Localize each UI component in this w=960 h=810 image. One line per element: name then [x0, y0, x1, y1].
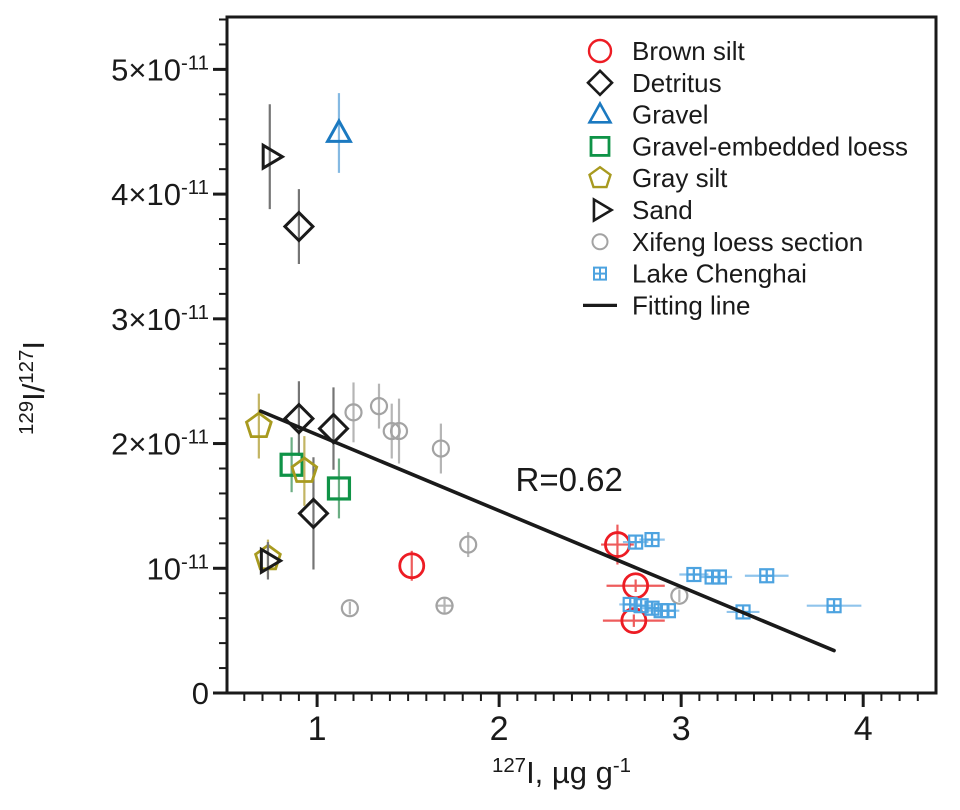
legend: Brown siltDetritusGravelGravel-embedded … — [583, 36, 908, 320]
legend-label: Sand — [632, 195, 693, 225]
legend-marker-brown_silt — [587, 38, 613, 64]
data-point-xifeng — [389, 421, 409, 441]
legend-item-brown_silt: Brown silt — [587, 36, 745, 66]
legend-label: Gravel-embedded loess — [632, 131, 908, 161]
legend-item-gravel: Gravel — [587, 100, 709, 130]
legend-marker-gray_silt — [588, 165, 612, 189]
data-point-xifeng — [431, 439, 450, 458]
y-axis-ticks — [213, 18, 227, 695]
legend-item-lake_chenghai: Lake Chenghai — [593, 259, 807, 289]
legend-item-gray_silt: Gray silt — [588, 163, 728, 193]
data-point-xifeng — [369, 397, 389, 416]
legend-label: Gravel — [632, 100, 709, 130]
series-sand — [259, 104, 286, 580]
data-point-xifeng — [340, 599, 359, 618]
legend-item-sand: Sand — [592, 195, 693, 225]
y-axis-title: 129I/127I — [15, 341, 52, 435]
data-point-sand — [259, 546, 284, 575]
error-bars-xifeng — [348, 382, 681, 615]
data-point-lake_chenghai — [644, 600, 660, 616]
data-point-sand — [261, 142, 286, 171]
legend-marker-xifeng — [591, 233, 609, 251]
plot-frame — [225, 15, 938, 695]
legend-label: Fitting line — [632, 290, 751, 320]
legend-marker-sand — [592, 197, 615, 223]
legend-item-xifeng: Xifeng loess section — [591, 227, 863, 257]
y-tick-label: 5×10-11 — [111, 51, 209, 88]
x-axis-ticks — [243, 693, 919, 707]
error-bars-gravel_embedded_loess — [290, 437, 341, 519]
legend-marker-detritus — [586, 68, 614, 97]
data-point-gray_silt — [290, 456, 319, 483]
legend-marker-lake_chenghai — [593, 266, 607, 281]
x-tick-label: 2 — [490, 710, 509, 748]
legend-item-detritus: Detritus — [586, 68, 722, 98]
data-point-xifeng — [344, 403, 363, 422]
y-tick-label: 4×10-11 — [111, 176, 209, 213]
data-point-lake_chenghai — [644, 531, 660, 548]
x-tick-label: 3 — [672, 710, 691, 748]
y-tick-label: 2×10-11 — [111, 425, 209, 462]
series-lake_chenghai — [619, 531, 862, 620]
correlation-annotation: R=0.62 — [516, 461, 623, 498]
data-point-lake_chenghai — [660, 603, 677, 619]
data-point-gravel_embedded_loess — [326, 476, 352, 501]
legend-item-fit-line: Fitting line — [583, 290, 751, 320]
data-point-lake_chenghai — [759, 568, 775, 584]
legend-marker-gravel_embedded_loess — [589, 135, 611, 157]
data-point-lake_chenghai — [826, 598, 842, 614]
data-point-brown_silt — [398, 552, 426, 580]
data-point-gravel — [324, 117, 353, 143]
legend-label: Detritus — [632, 68, 722, 98]
series-gravel — [324, 93, 353, 173]
series-gravel_embedded_loess — [279, 437, 352, 519]
legend-marker-gravel — [587, 100, 613, 124]
data-point-detritus — [297, 497, 330, 530]
legend-label: Gray silt — [632, 163, 728, 193]
x-tick-label: 4 — [854, 710, 873, 748]
data-point-xifeng — [459, 535, 478, 554]
error-bars-sand — [266, 104, 271, 580]
legend-label: Brown silt — [632, 36, 745, 66]
data-point-detritus — [282, 210, 316, 243]
legend-label: Xifeng loess section — [632, 227, 863, 257]
y-tick-label: 10-11 — [146, 550, 209, 587]
y-tick-label: 0 — [192, 676, 209, 711]
data-point-gray_silt — [244, 411, 273, 439]
legend-label: Lake Chenghai — [632, 259, 807, 289]
x-axis-title: 127I, µg g-1 — [492, 754, 631, 791]
y-tick-label: 3×10-11 — [111, 300, 209, 337]
series-brown_silt — [398, 524, 665, 635]
fit-line — [258, 409, 836, 653]
data-point-xifeng — [435, 596, 454, 615]
data-point-lake_chenghai — [628, 534, 644, 550]
data-point-detritus — [282, 402, 316, 435]
data-point-xifeng — [382, 421, 401, 441]
legend-item-gravel_embedded_loess: Gravel-embedded loess — [589, 131, 908, 161]
x-tick-label: 1 — [308, 710, 327, 748]
data-point-lake_chenghai — [686, 566, 702, 583]
data-point-gravel_embedded_loess — [279, 452, 304, 477]
data-point-lake_chenghai — [711, 569, 727, 585]
